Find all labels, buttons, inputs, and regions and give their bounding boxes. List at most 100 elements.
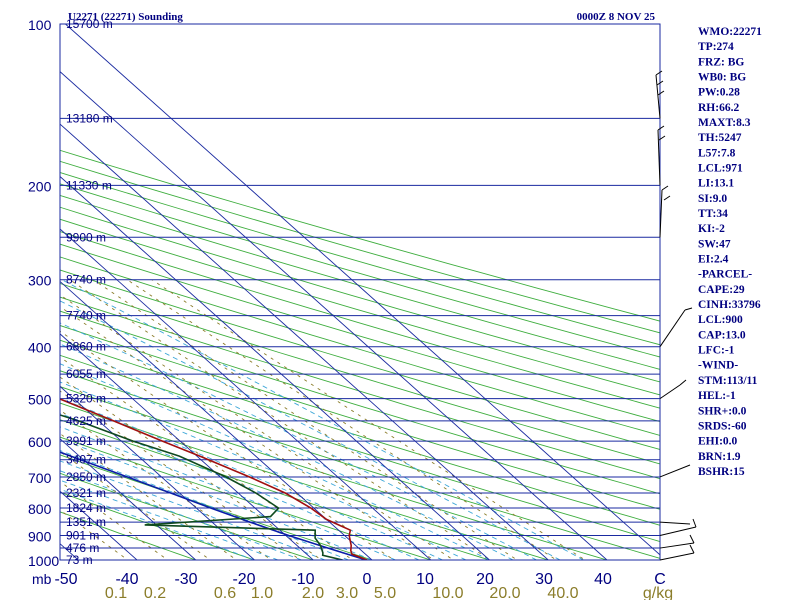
moist-adiabat bbox=[60, 343, 514, 560]
wind-barb-flag bbox=[657, 90, 665, 96]
index-item: WMO:22271 bbox=[698, 26, 762, 38]
wind-barb-staff bbox=[659, 552, 695, 561]
temperature-tick-label: -20 bbox=[232, 571, 255, 588]
isobars bbox=[60, 24, 660, 560]
index-item: TH:5247 bbox=[698, 132, 742, 144]
dry-adiabat bbox=[60, 282, 660, 465]
wind-barb bbox=[655, 70, 665, 119]
wind-barb bbox=[659, 521, 691, 525]
wind-barb bbox=[659, 534, 695, 549]
index-item: EHI:0.0 bbox=[698, 436, 738, 448]
wind-barb-flag bbox=[679, 379, 687, 386]
mixing-ratio-tick-label: 0.1 bbox=[105, 585, 127, 600]
mixing-ratio-line bbox=[60, 480, 169, 560]
mixing-ratio-tick-label: 20.0 bbox=[489, 585, 520, 600]
isotherm bbox=[60, 280, 373, 560]
dry-adiabat bbox=[60, 325, 660, 510]
dry-adiabat bbox=[60, 339, 660, 526]
dry-adiabat bbox=[60, 171, 660, 346]
wind-barb-staff bbox=[657, 129, 661, 186]
mixing-ratio-line bbox=[60, 356, 354, 560]
mixing-ratio-tick-label: 3.0 bbox=[336, 585, 358, 600]
index-item: TT:34 bbox=[698, 208, 728, 220]
mixing-ratio-line bbox=[126, 279, 558, 560]
temperature-tick-label: -30 bbox=[174, 571, 197, 588]
dry-adiabat bbox=[60, 231, 660, 409]
wind-barb-flag bbox=[663, 195, 671, 201]
index-item: EI:2.4 bbox=[698, 254, 729, 266]
mixing-ratio-tick-label: g/kg bbox=[643, 585, 673, 600]
index-item: LI:13.1 bbox=[698, 178, 734, 190]
wind-barb-staff bbox=[655, 74, 661, 119]
mixing-ratio-tick-label: 5.0 bbox=[374, 585, 396, 600]
wind-barb-flag bbox=[661, 185, 669, 191]
index-item: SRDS:-60 bbox=[698, 420, 747, 432]
temperature-tick-label: 40 bbox=[594, 571, 612, 588]
height-label: 1824 m bbox=[66, 501, 106, 515]
wind-barb-flag bbox=[657, 125, 665, 131]
dry-adiabat bbox=[60, 218, 660, 396]
dry-adiabat bbox=[60, 256, 660, 436]
pressure-tick-label: 500 bbox=[28, 392, 52, 408]
index-item: LFC:-1 bbox=[698, 345, 735, 357]
dry-adiabat bbox=[60, 454, 374, 560]
dry-adiabat bbox=[60, 194, 660, 370]
chart-time: 0000Z 8 NOV 25 bbox=[577, 11, 656, 23]
mixing-ratio-line bbox=[60, 433, 238, 560]
pressure-tick-label: 400 bbox=[28, 340, 52, 356]
wind-barb-staff bbox=[659, 521, 691, 525]
dry-adiabat bbox=[60, 183, 660, 358]
wind-barb bbox=[659, 518, 697, 536]
mixing-ratio-tick-label: 10.0 bbox=[432, 585, 463, 600]
dry-adiabat bbox=[60, 419, 492, 560]
dry-adiabat bbox=[60, 491, 256, 560]
moist-adiabat bbox=[60, 460, 326, 560]
height-label: 476 m bbox=[66, 541, 99, 555]
index-item: FRZ: BG bbox=[698, 56, 744, 68]
isotherm bbox=[60, 123, 549, 560]
mixing-ratio-tick-label: 40.0 bbox=[547, 585, 578, 600]
height-label: 5320 m bbox=[66, 392, 106, 406]
dry-adiabat bbox=[60, 354, 660, 543]
isotherm bbox=[60, 385, 255, 560]
index-item: -WIND- bbox=[698, 360, 738, 372]
height-label: 8740 m bbox=[66, 273, 106, 287]
dry-adiabat bbox=[60, 511, 198, 560]
wind-barb-staff bbox=[659, 542, 695, 549]
plot-frame bbox=[59, 23, 661, 561]
wind-barb-flag bbox=[689, 544, 695, 554]
isotherm bbox=[65, 24, 660, 556]
wind-barb bbox=[659, 464, 691, 478]
dewpoint-trace bbox=[60, 414, 343, 560]
height-label: 4625 m bbox=[66, 414, 106, 428]
dry-adiabats bbox=[60, 149, 660, 560]
temperature-tick-label: 20 bbox=[476, 571, 494, 588]
wind-barb-staff bbox=[659, 309, 686, 347]
height-label: 9900 m bbox=[66, 230, 106, 244]
pressure-tick-label: 900 bbox=[28, 528, 52, 544]
wind-barb-flag bbox=[689, 534, 695, 544]
wind-barb bbox=[659, 307, 693, 347]
wind-barb-flag bbox=[658, 135, 666, 141]
isotherm bbox=[60, 438, 197, 560]
parcel-trace bbox=[60, 451, 367, 560]
pressure-tick-label: 200 bbox=[28, 178, 52, 194]
height-label: 11330 m bbox=[66, 178, 112, 192]
wind-barb bbox=[659, 544, 695, 561]
profiles bbox=[60, 398, 368, 560]
height-label: 1351 m bbox=[66, 515, 106, 529]
dry-adiabat bbox=[60, 243, 660, 423]
height-label: 15700 m bbox=[66, 17, 113, 31]
mixing-ratio-tick-label: 0.2 bbox=[144, 585, 166, 600]
height-label: 6055 m bbox=[66, 367, 106, 381]
wind-barbs bbox=[655, 70, 697, 561]
temperature-tick-label: 10 bbox=[416, 571, 434, 588]
index-item: STM:113/11 bbox=[698, 375, 758, 387]
temperature-trace bbox=[60, 398, 368, 560]
index-item: CAP:13.0 bbox=[698, 329, 746, 341]
index-item: BRN:1.9 bbox=[698, 451, 741, 463]
height-label: 2850 m bbox=[66, 470, 106, 484]
moist-adiabat bbox=[60, 322, 537, 560]
